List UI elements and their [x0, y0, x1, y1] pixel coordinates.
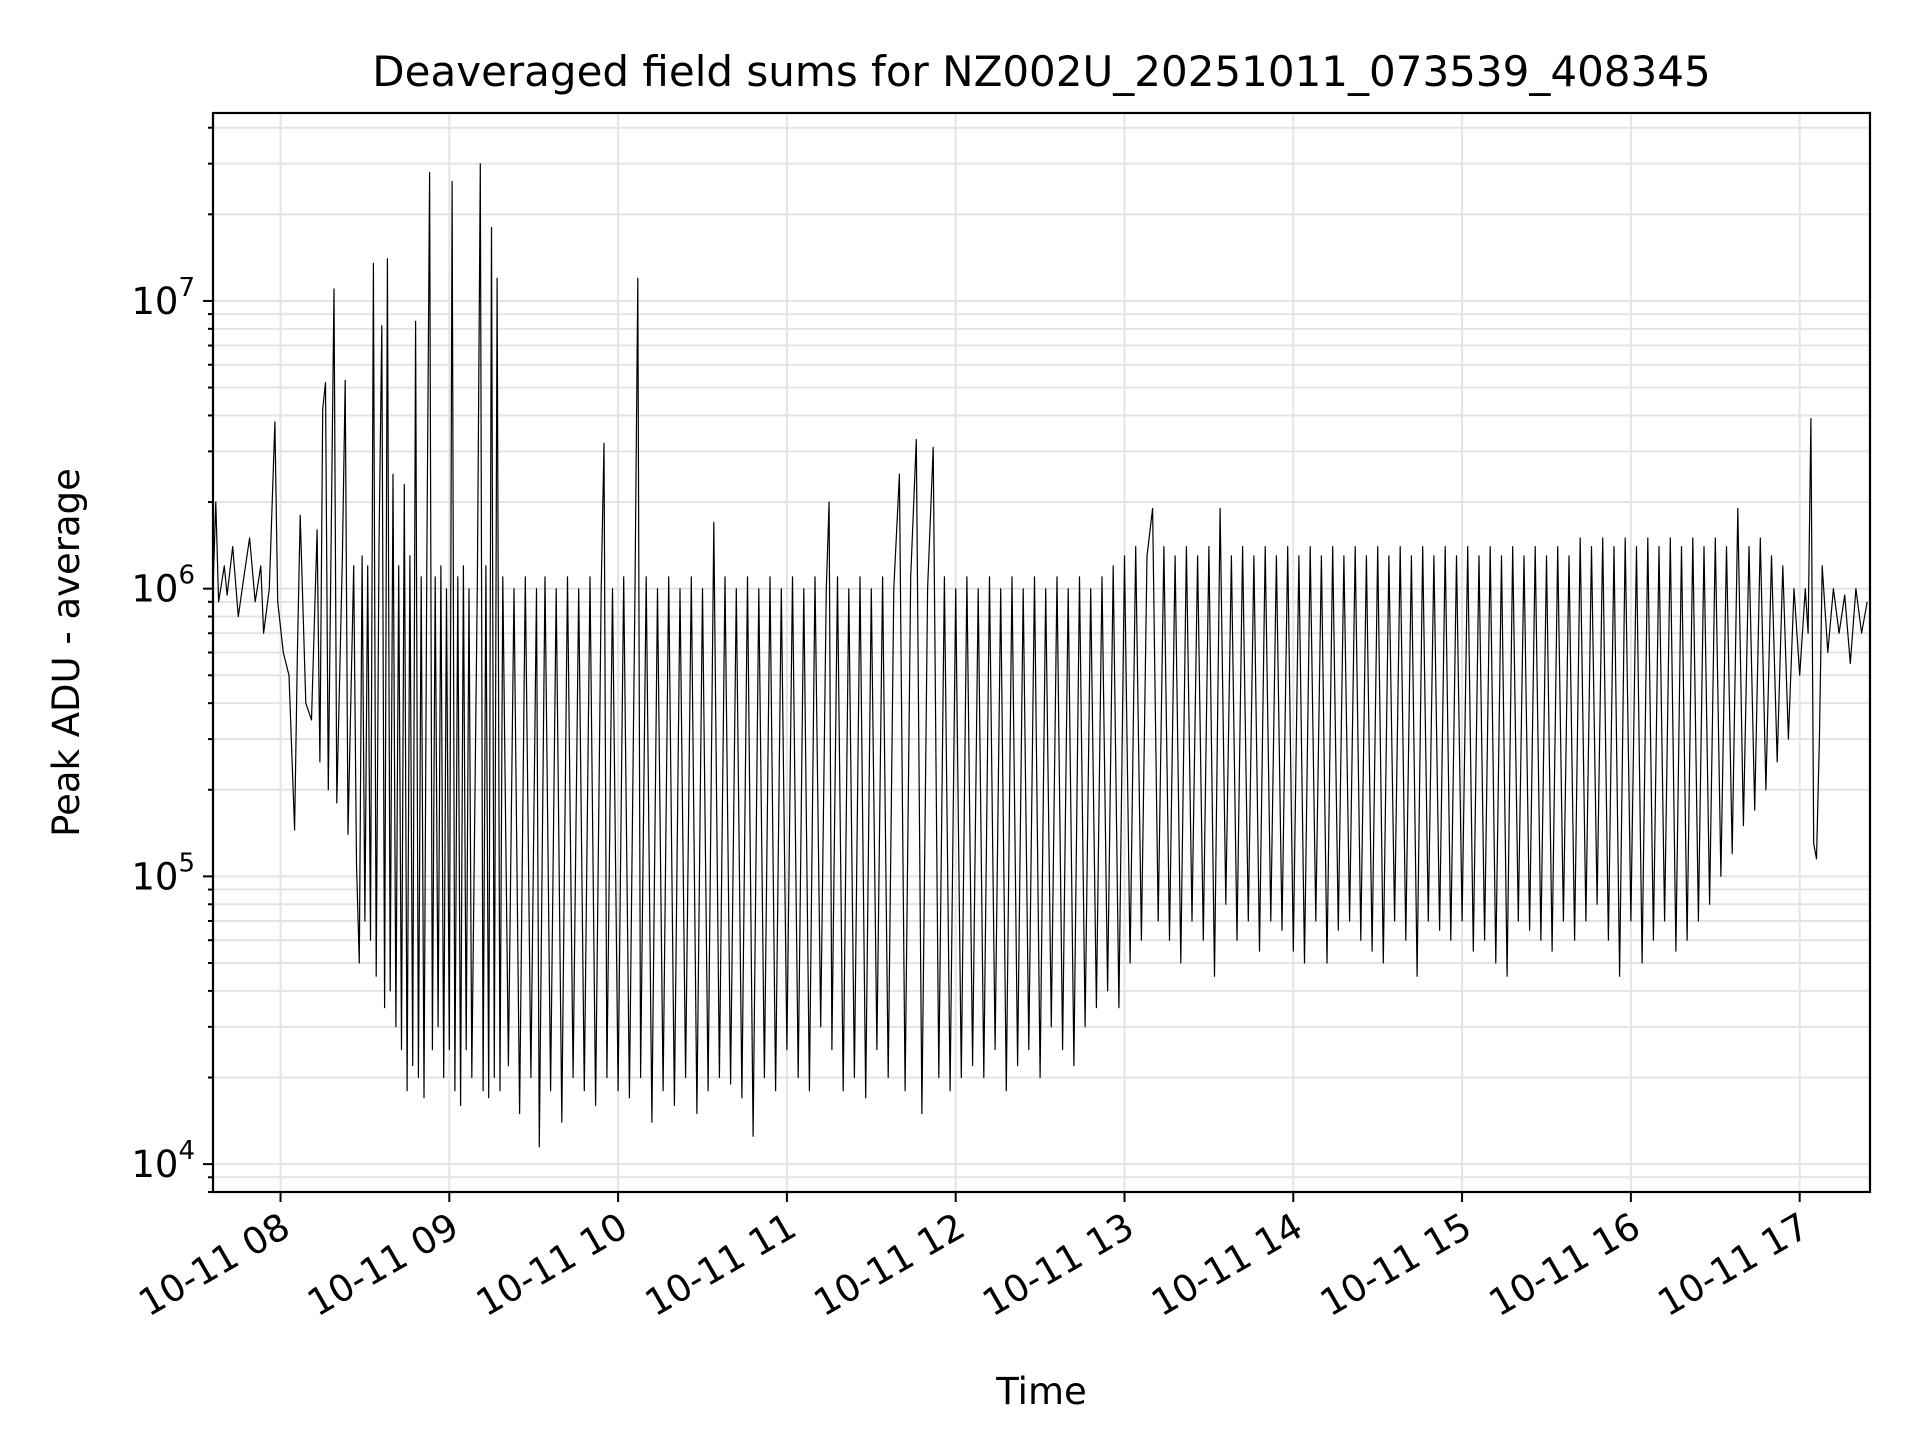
x-axis-label: Time: [995, 1370, 1087, 1413]
y-tick-exponent: 4: [178, 1136, 195, 1166]
y-tick-base: 10: [131, 568, 178, 611]
y-tick-exponent: 6: [178, 561, 195, 591]
series-line-0: [212, 163, 1868, 1148]
y-tick-label: 106: [131, 561, 195, 611]
y-tick-label: 107: [131, 273, 195, 323]
y-tick-base: 10: [131, 1143, 178, 1186]
y-tick-exponent: 5: [178, 848, 195, 878]
y-tick-label: 105: [131, 848, 195, 898]
y-tick-base: 10: [131, 855, 178, 898]
series-layer: [212, 163, 1868, 1148]
y-axis-label: Peak ADU - average: [45, 468, 88, 837]
y-tick-base: 10: [131, 280, 178, 323]
y-tick-exponent: 7: [178, 273, 195, 303]
chart-title: Deaveraged field sums for NZ002U_2025101…: [372, 47, 1710, 96]
y-tick-label: 104: [131, 1136, 195, 1186]
